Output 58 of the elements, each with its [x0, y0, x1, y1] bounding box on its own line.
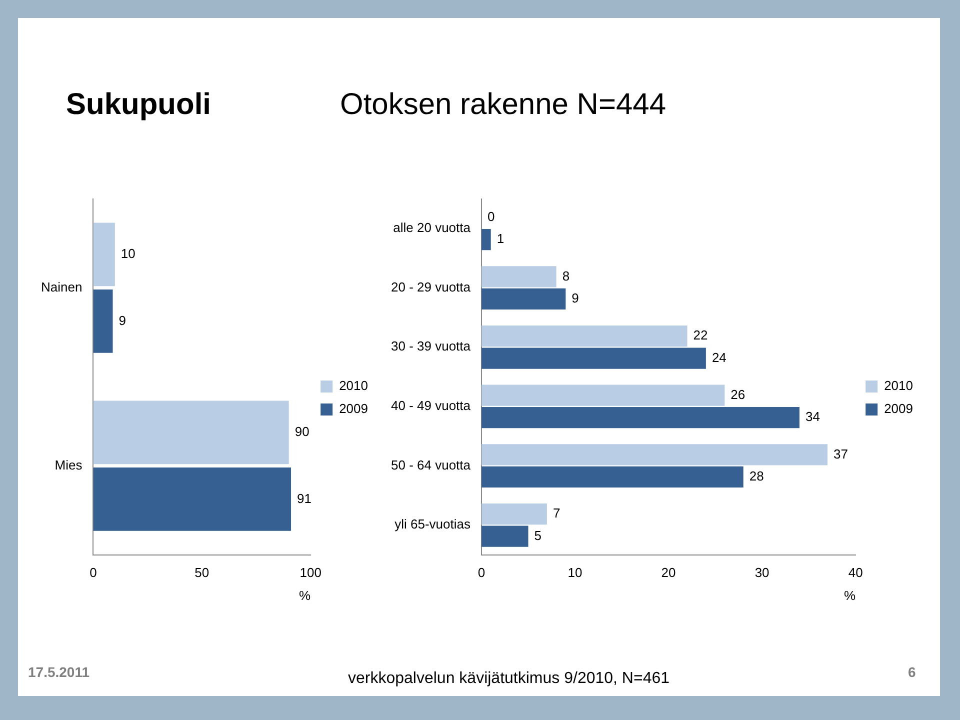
bar	[93, 467, 292, 531]
x-tick-label: 0	[478, 565, 486, 580]
text: 6	[908, 664, 916, 680]
bar	[482, 229, 491, 250]
data-label: 10	[120, 246, 136, 262]
x-tick-label: 40	[848, 565, 863, 580]
bar	[482, 288, 566, 310]
bar	[93, 222, 115, 286]
text: 17.5.2011	[28, 664, 90, 680]
legend-label: 2009	[339, 401, 368, 416]
data-label: 90	[294, 424, 310, 440]
y-tick-label: 40 - 49 vuotta	[391, 398, 472, 414]
y-tick-label: 20 - 29 vuotta	[391, 279, 472, 294]
y-tick-label: Nainen	[40, 279, 82, 294]
data-label: 7	[552, 506, 560, 521]
data-label: 26	[730, 386, 746, 402]
x-tick-label: 100	[300, 565, 322, 580]
chart-title: Sukupuoli	[66, 88, 211, 122]
bar	[482, 503, 547, 525]
x-tick-label: 50	[194, 565, 210, 580]
bar	[482, 384, 725, 406]
bar	[482, 266, 556, 288]
data-label: 34	[805, 409, 820, 424]
x-tick-label: 20	[661, 565, 676, 580]
y-tick-label: alle 20 vuotta	[393, 220, 472, 236]
data-label: 9	[572, 290, 579, 306]
data-label: 9	[118, 312, 126, 328]
bar	[482, 466, 744, 488]
data-label: 91	[297, 490, 312, 506]
bar	[482, 407, 800, 428]
x-tick-label: 0	[90, 565, 97, 580]
x-tick-label: 30	[754, 565, 770, 580]
legend-label: 2010	[339, 378, 368, 394]
bar	[93, 289, 113, 353]
y-tick-label: 50 - 64 vuotta	[391, 457, 472, 472]
data-label: 5	[534, 528, 542, 543]
data-label: 37	[834, 446, 848, 462]
x-axis-title: %	[299, 588, 312, 603]
data-label: 0	[488, 208, 495, 224]
data-label: 28	[749, 468, 764, 484]
data-label: 22	[693, 328, 708, 343]
x-tick-label: 10	[568, 565, 582, 580]
chart-title: Otoksen rakenne N=444	[340, 88, 666, 122]
bar	[93, 400, 289, 464]
bar	[482, 325, 688, 347]
bar	[482, 526, 528, 547]
y-tick-label: 30 - 39 vuotta	[391, 338, 472, 354]
x-axis-title: %	[844, 588, 856, 603]
data-label: 24	[712, 350, 726, 365]
bar	[482, 444, 828, 466]
legend-label: 2010	[884, 378, 913, 394]
text: verkkopalvelun kävijätutkimus 9/2010, N=461	[348, 670, 670, 688]
data-label: 1	[496, 231, 504, 246]
y-tick-label: yli 65-vuotias	[394, 516, 471, 532]
bar	[482, 348, 706, 369]
y-tick-label: Mies	[54, 457, 83, 472]
data-label: 8	[562, 268, 570, 284]
legend-label: 2009	[884, 401, 913, 416]
